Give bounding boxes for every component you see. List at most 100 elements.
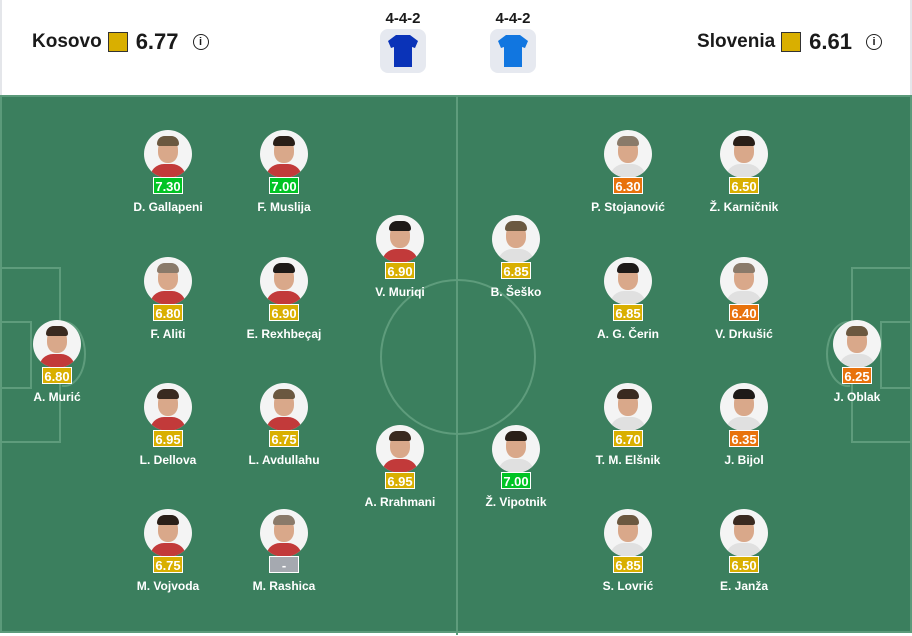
player-rating: 6.70 xyxy=(613,430,643,447)
away-shirt-icon xyxy=(490,29,536,73)
away-team: Slovenia 6.61 i xyxy=(697,29,882,55)
player-photo xyxy=(260,509,308,557)
player-card[interactable]: 6.80 F. Aliti xyxy=(113,257,223,341)
player-card[interactable]: 7.00 Ž. Vipotnik xyxy=(461,425,571,509)
player-card[interactable]: 6.90 V. Muriqi xyxy=(345,215,455,299)
away-rating-swatch xyxy=(781,32,802,52)
player-photo xyxy=(260,383,308,431)
home-team-rating: 6.77 xyxy=(135,29,179,54)
player-photo xyxy=(604,509,652,557)
player-card[interactable]: 6.85 A. G. Čerin xyxy=(573,257,683,341)
player-photo xyxy=(144,383,192,431)
player-rating: 6.80 xyxy=(153,304,183,321)
player-photo xyxy=(260,130,308,178)
player-photo xyxy=(604,383,652,431)
home-team: Kosovo 6.77 i xyxy=(32,29,209,55)
player-card[interactable]: 6.25 J. Oblak xyxy=(802,320,912,404)
player-rating: 6.85 xyxy=(501,262,531,279)
player-name: F. Muslija xyxy=(257,200,311,214)
player-name: L. Avdullahu xyxy=(248,453,320,467)
player-rating: 6.75 xyxy=(153,556,183,573)
player-card[interactable]: 7.00 F. Muslija xyxy=(229,130,339,214)
player-rating: 6.95 xyxy=(385,472,415,489)
player-name: D. Gallapeni xyxy=(133,200,203,214)
home-team-name: Kosovo xyxy=(32,31,102,52)
pitch: 6.80 A. Murić 7.30 D. Gallapeni 7.00 F. Musli… xyxy=(0,95,912,635)
player-card[interactable]: 6.95 A. Rrahmani xyxy=(345,425,455,509)
home-shirt-icon xyxy=(380,29,426,73)
player-card[interactable]: 6.75 L. Avdullahu xyxy=(229,383,339,467)
player-photo xyxy=(604,257,652,305)
player-photo xyxy=(720,383,768,431)
player-photo xyxy=(720,509,768,557)
player-photo xyxy=(144,509,192,557)
player-rating: 6.95 xyxy=(153,430,183,447)
player-name: E. Rexhbeçaj xyxy=(246,327,322,341)
player-photo xyxy=(720,130,768,178)
player-rating: 6.30 xyxy=(613,177,643,194)
player-card[interactable]: 6.85 S. Lovrić xyxy=(573,509,683,593)
player-photo xyxy=(144,257,192,305)
player-name: S. Lovrić xyxy=(602,579,654,593)
player-photo xyxy=(260,257,308,305)
player-name: A. Murić xyxy=(33,390,81,404)
player-photo xyxy=(376,215,424,263)
player-rating: 6.25 xyxy=(842,367,872,384)
match-header: Kosovo 6.77 i 4-4-2 4-4-2 Slovenia 6.61 … xyxy=(0,0,912,95)
away-team-name: Slovenia xyxy=(697,31,776,52)
player-card[interactable]: 6.80 A. Murić xyxy=(2,320,112,404)
home-rating-swatch xyxy=(107,32,128,52)
player-rating: 6.85 xyxy=(613,304,643,321)
away-formation: 4-4-2 xyxy=(488,10,538,73)
player-name: Ž. Karničnik xyxy=(709,200,779,214)
player-photo xyxy=(33,320,81,368)
player-rating: 6.35 xyxy=(729,430,759,447)
player-card[interactable]: - M. Rashica xyxy=(229,509,339,593)
left-goal-box xyxy=(0,321,32,389)
info-icon[interactable]: i xyxy=(866,34,882,50)
player-rating: 6.90 xyxy=(269,304,299,321)
player-card[interactable]: 6.90 E. Rexhbeçaj xyxy=(229,257,339,341)
right-goal-box xyxy=(880,321,912,389)
player-card[interactable]: 7.30 D. Gallapeni xyxy=(113,130,223,214)
player-card[interactable]: 6.75 M. Vojvoda xyxy=(113,509,223,593)
player-rating: 6.75 xyxy=(269,430,299,447)
player-name: B. Šeško xyxy=(490,285,542,299)
player-photo xyxy=(720,257,768,305)
player-name: M. Vojvoda xyxy=(136,579,200,593)
info-icon[interactable]: i xyxy=(192,34,209,50)
player-rating: 7.00 xyxy=(269,177,299,194)
player-rating: 6.50 xyxy=(729,556,759,573)
player-rating: 7.00 xyxy=(501,472,531,489)
player-card[interactable]: 6.95 L. Dellova xyxy=(113,383,223,467)
away-formation-label: 4-4-2 xyxy=(495,10,531,27)
player-card[interactable]: 6.70 T. M. Elšnik xyxy=(573,383,683,467)
player-rating: 7.30 xyxy=(153,177,183,194)
player-name: J. Oblak xyxy=(833,390,881,404)
away-team-rating: 6.61 xyxy=(809,29,852,54)
player-rating: 6.85 xyxy=(613,556,643,573)
player-photo xyxy=(376,425,424,473)
player-card[interactable]: 6.35 J. Bijol xyxy=(689,383,799,467)
player-name: A. Rrahmani xyxy=(364,495,436,509)
player-card[interactable]: 6.85 B. Šeško xyxy=(461,215,571,299)
player-rating: 6.90 xyxy=(385,262,415,279)
player-card[interactable]: 6.30 P. Stojanović xyxy=(573,130,683,214)
player-photo xyxy=(144,130,192,178)
player-name: M. Rashica xyxy=(252,579,316,593)
player-card[interactable]: 6.40 V. Drkušić xyxy=(689,257,799,341)
player-card[interactable]: 6.50 E. Janža xyxy=(689,509,799,593)
player-name: Ž. Vipotnik xyxy=(485,495,547,509)
home-formation-label: 4-4-2 xyxy=(385,10,421,27)
player-name: T. M. Elšnik xyxy=(595,453,661,467)
player-card[interactable]: 6.50 Ž. Karničnik xyxy=(689,130,799,214)
center-circle xyxy=(380,279,536,435)
player-name: V. Muriqi xyxy=(375,285,425,299)
player-photo xyxy=(492,425,540,473)
home-formation: 4-4-2 xyxy=(378,10,428,73)
player-photo xyxy=(604,130,652,178)
player-rating: 6.50 xyxy=(729,177,759,194)
player-rating: 6.40 xyxy=(729,304,759,321)
player-name: L. Dellova xyxy=(139,453,197,467)
player-name: A. G. Čerin xyxy=(596,327,659,341)
